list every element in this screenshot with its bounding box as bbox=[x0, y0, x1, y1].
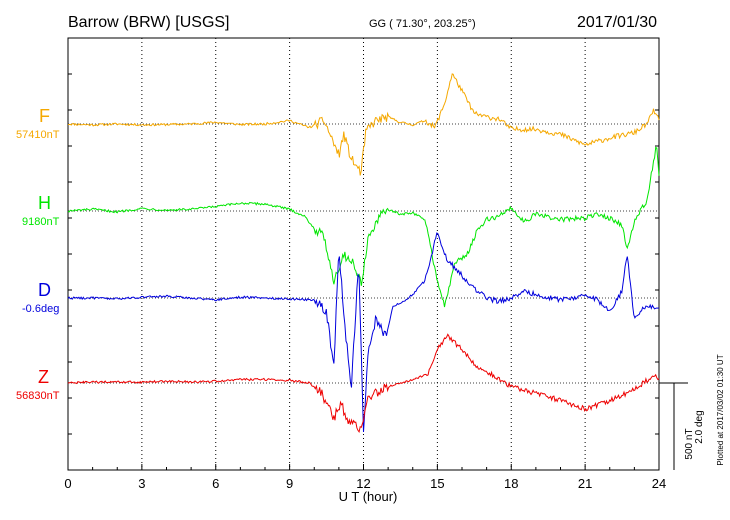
plot-date: 2017/01/30 bbox=[577, 14, 658, 31]
baseline-label-d: -0.6deg bbox=[22, 303, 60, 315]
x-tick-label: 12 bbox=[356, 476, 370, 491]
x-tick-label: 6 bbox=[212, 476, 219, 491]
x-tick-label: 21 bbox=[578, 476, 592, 491]
series-label-h: H bbox=[38, 193, 51, 213]
scale-label-deg: 2.0 deg bbox=[694, 410, 705, 443]
scale-bar bbox=[659, 382, 688, 470]
x-tick-label: 3 bbox=[138, 476, 145, 491]
series-label-z: Z bbox=[38, 367, 49, 387]
x-tick-label: 0 bbox=[64, 476, 71, 491]
series-label-f: F bbox=[39, 106, 50, 126]
scale-label-nt: 500 nT bbox=[684, 428, 695, 459]
x-tick-label: 24 bbox=[652, 476, 666, 491]
plotted-note: Plotted at 2017/03/02 01:30 UT bbox=[716, 354, 725, 465]
x-tick-label: 9 bbox=[286, 476, 293, 491]
baseline-label-z: 56830nT bbox=[16, 390, 60, 402]
series-line-f bbox=[67, 73, 660, 176]
station-coordinates: GG ( 71.30°, 203.25°) bbox=[369, 18, 476, 30]
x-axis-label: U T (hour) bbox=[339, 489, 398, 504]
series-line-d bbox=[67, 232, 660, 433]
station-title: Barrow (BRW) [USGS] bbox=[68, 14, 230, 31]
series-label-d: D bbox=[38, 280, 51, 300]
series-line-h bbox=[67, 146, 660, 308]
x-tick-label: 18 bbox=[504, 476, 518, 491]
series-line-z bbox=[67, 333, 660, 433]
baseline-label-h: 9180nT bbox=[22, 216, 60, 228]
x-tick-label: 15 bbox=[430, 476, 444, 491]
baseline-label-f: 57410nT bbox=[16, 129, 60, 141]
